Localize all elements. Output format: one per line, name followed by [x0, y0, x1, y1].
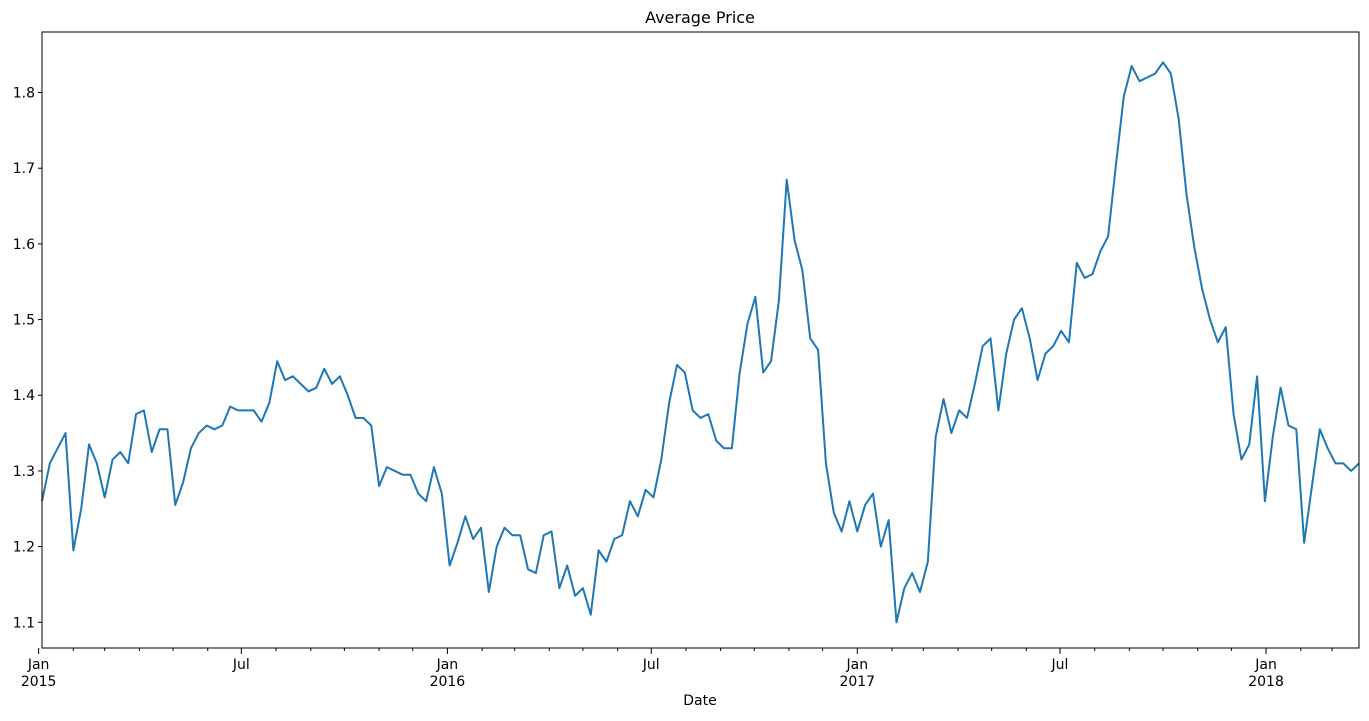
x-tick-label: Jul: [232, 657, 250, 673]
x-tick-year-label: 2017: [839, 674, 875, 690]
y-tick-label: 1.4: [13, 388, 35, 404]
x-tick-label: Jan: [436, 657, 459, 673]
chart-title: Average Price: [645, 8, 755, 27]
y-tick-label: 1.5: [13, 313, 35, 329]
y-tick-label: 1.7: [13, 161, 35, 177]
y-tick-label: 1.3: [13, 464, 35, 480]
x-tick-label: Jul: [1051, 657, 1069, 673]
x-axis-label: Date: [683, 693, 716, 709]
x-tick-label: Jan: [27, 657, 50, 673]
y-tick-label: 1.1: [13, 615, 35, 631]
y-tick-label: 1.8: [13, 86, 35, 102]
y-tick-label: 1.6: [13, 237, 35, 253]
x-tick-year-label: 2016: [430, 674, 466, 690]
x-tick-label: Jan: [1254, 657, 1277, 673]
x-tick-year-label: 2015: [21, 674, 57, 690]
y-tick-label: 1.2: [13, 540, 35, 556]
series-line-average-price: [41, 61, 1360, 624]
x-tick-label: Jul: [642, 657, 660, 673]
y-axis: 1.1 1.2 1.3 1.4 1.5 1.6 1.7 1.8: [13, 86, 42, 631]
plot-frame: [41, 31, 1360, 649]
plot-area: [41, 61, 1360, 624]
x-tick-year-label: 2018: [1248, 674, 1284, 690]
x-tick-label: Jan: [845, 657, 868, 673]
